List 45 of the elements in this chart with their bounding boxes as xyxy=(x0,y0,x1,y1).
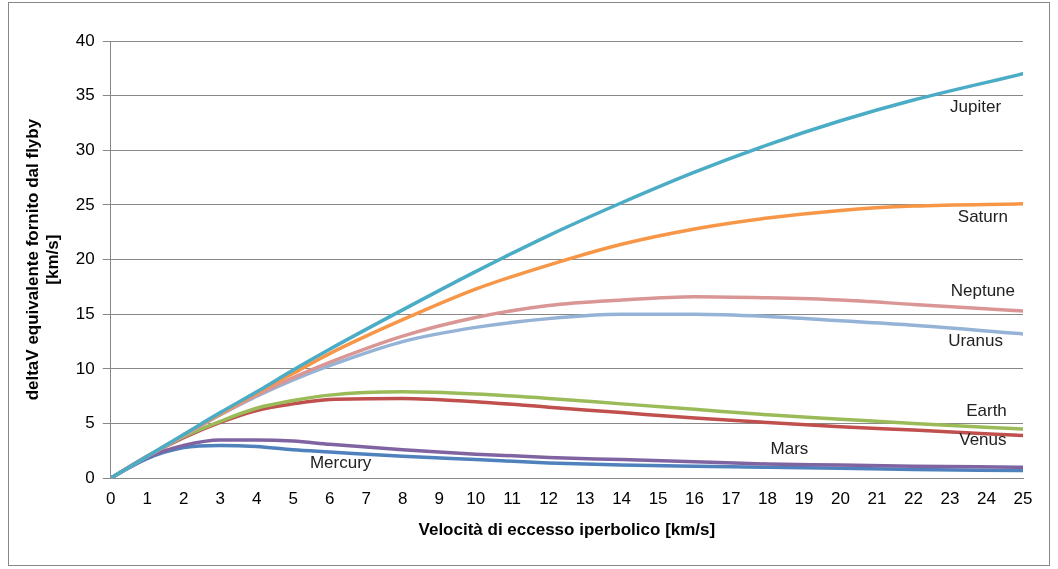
x-tick-label: 21 xyxy=(867,489,887,509)
series-label: Mars xyxy=(770,439,809,459)
x-tick-label: 9 xyxy=(434,489,444,509)
x-tick-label: 8 xyxy=(397,489,408,509)
x-tick-label: 0 xyxy=(105,489,116,509)
x-tick-label: 14 xyxy=(612,489,632,509)
series-label: Uranus xyxy=(948,331,1003,351)
x-tick-label: 6 xyxy=(324,489,335,509)
y-tick-label: 5 xyxy=(85,413,95,433)
x-tick-label: 25 xyxy=(1013,489,1033,509)
x-tick-label: 19 xyxy=(794,489,814,509)
x-tick-label: 23 xyxy=(940,489,960,509)
x-tick-label: 7 xyxy=(361,489,371,509)
x-tick-label: 18 xyxy=(758,489,778,509)
y-tick-label: 35 xyxy=(75,85,95,105)
x-tick-label: 20 xyxy=(831,489,850,509)
series-label: Saturn xyxy=(957,206,1008,226)
y-tick-label: 0 xyxy=(85,467,95,487)
y-tick-label: 25 xyxy=(75,194,95,214)
y-tick-label: 40 xyxy=(75,30,95,50)
y-tick-label: 20 xyxy=(75,249,95,269)
series-label: Venus xyxy=(959,429,1007,449)
x-tick-label: 17 xyxy=(721,489,741,509)
y-axis-title: deltaV equivalente fornito dal flyby [km/s] xyxy=(22,118,63,401)
series-label: Jupiter xyxy=(950,97,1002,117)
x-tick-label: 15 xyxy=(648,489,668,509)
x-tick-label: 10 xyxy=(466,489,486,509)
y-tick-label: 30 xyxy=(75,139,95,159)
x-tick-label: 16 xyxy=(685,489,705,509)
y-tick-label: 10 xyxy=(75,358,95,378)
y-tick-label: 15 xyxy=(75,303,95,323)
x-tick-label: 3 xyxy=(215,489,225,509)
x-tick-label: 24 xyxy=(977,489,996,509)
x-tick-label: 13 xyxy=(575,489,595,509)
x-tick-label: 1 xyxy=(142,489,152,509)
x-tick-label: 12 xyxy=(539,489,559,509)
x-tick-label: 5 xyxy=(288,489,298,509)
series-label: Mercury xyxy=(309,452,372,472)
x-tick-label: 22 xyxy=(904,489,923,509)
x-tick-label: 11 xyxy=(503,489,521,509)
x-tick-label: 4 xyxy=(251,489,262,509)
series-label: Neptune xyxy=(950,280,1015,300)
x-tick-label: 2 xyxy=(178,489,189,509)
series-label: Earth xyxy=(966,401,1007,421)
x-axis-title: Velocità di eccesso iperbolico [km/s] xyxy=(418,520,716,540)
